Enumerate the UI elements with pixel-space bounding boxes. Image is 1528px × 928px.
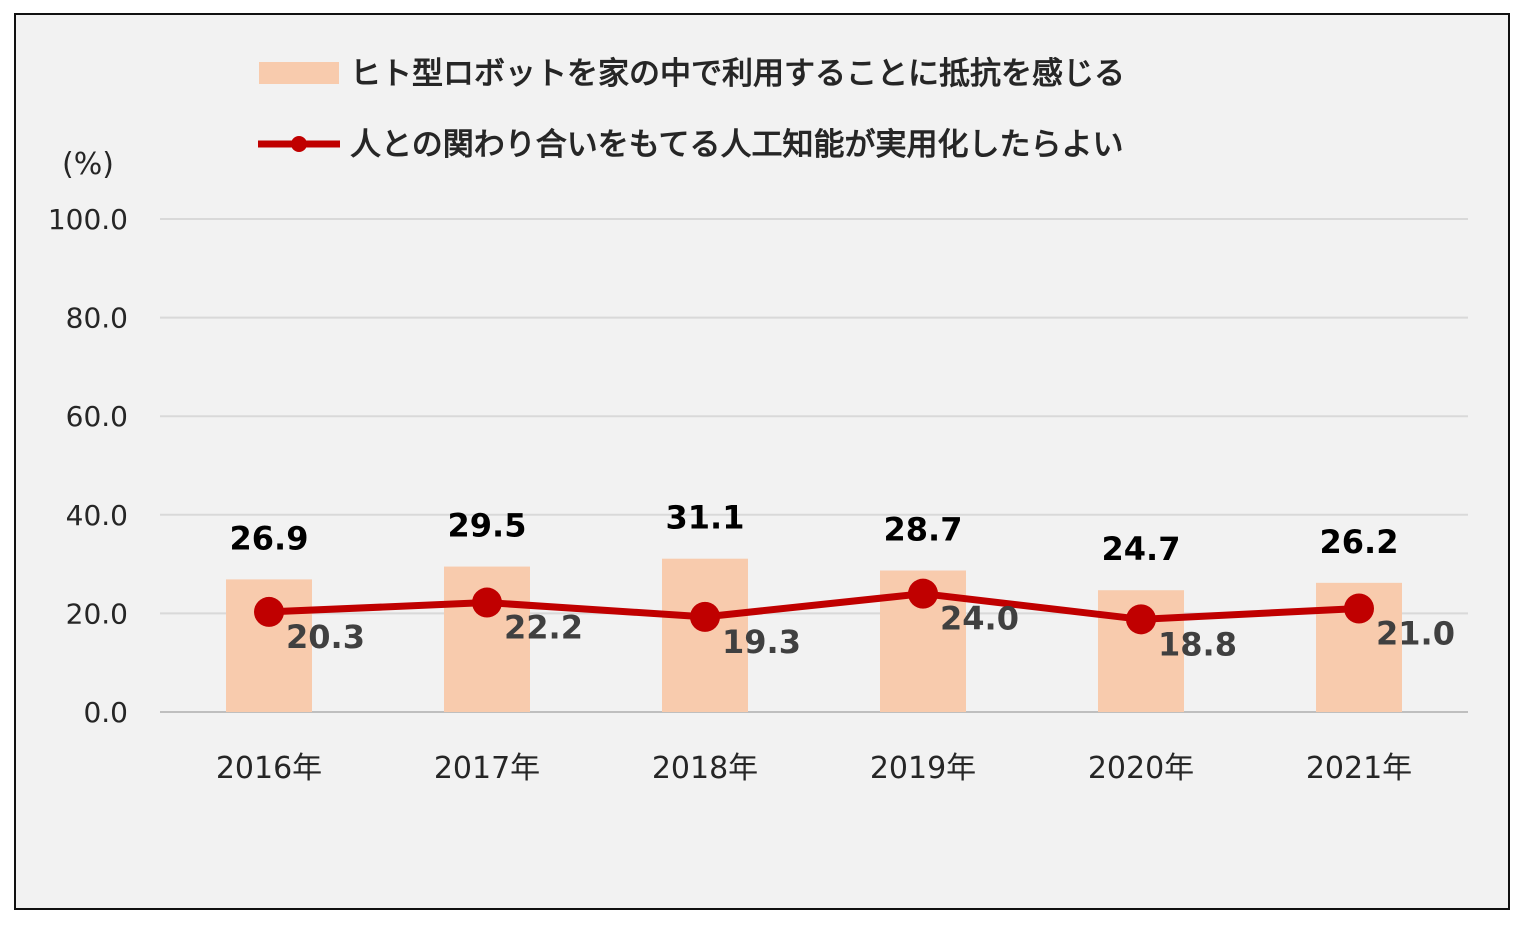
legend: ヒト型ロボットを家の中で利用することに抵抗を感じる 人との関わり合いをもてる人工…	[258, 56, 1125, 163]
gridlines	[160, 218, 1468, 713]
data-labels: 26.9 29.5 31.1 28.7 24.7 26.2 20.3 22.2 19.3 24.0…	[230, 499, 1455, 664]
y-tick-label: 0.0	[83, 696, 128, 729]
line-point	[908, 578, 938, 609]
y-tick-label: 40.0	[66, 499, 128, 532]
x-tick-label: 2018年	[652, 751, 758, 786]
legend-item-bar: ヒト型ロボットを家の中で利用することに抵抗を感じる	[259, 56, 1125, 92]
bar-data-label: 26.9	[230, 519, 309, 557]
x-axis-categories: 2016年 2017年 2018年 2019年 2020年 2021年	[216, 751, 1412, 786]
bar-data-label: 24.7	[1102, 530, 1181, 568]
chart-area	[14, 13, 1510, 910]
legend-line-marker	[291, 136, 307, 152]
y-tick-label: 20.0	[66, 597, 128, 630]
bar-data-label: 28.7	[884, 511, 963, 549]
line-series	[254, 578, 1374, 635]
line-point	[1344, 593, 1374, 624]
x-tick-label: 2016年	[216, 751, 322, 786]
bar-data-label: 26.2	[1320, 523, 1399, 561]
series-line	[265, 590, 1363, 623]
line-data-label: 19.3	[722, 623, 801, 661]
line-point	[690, 601, 720, 632]
line-data-label: 22.2	[504, 609, 583, 647]
legend-bar-label: ヒト型ロボットを家の中で利用することに抵抗を感じる	[350, 56, 1125, 92]
y-tick-label: 60.0	[66, 400, 128, 433]
y-axis-ticks: 0.0 20.0 40.0 60.0 80.0 100.0	[48, 203, 128, 729]
x-tick-label: 2017年	[434, 751, 540, 786]
legend-line-label: 人との関わり合いをもてる人工知能が実用化したらよい	[350, 127, 1123, 163]
line-data-label: 20.3	[286, 618, 365, 656]
legend-item-line: 人との関わり合いをもてる人工知能が実用化したらよい	[258, 127, 1123, 163]
y-axis-unit-label: (%)	[62, 147, 114, 182]
y-tick-label: 80.0	[66, 302, 128, 335]
bar-data-label: 29.5	[448, 507, 527, 545]
x-tick-label: 2021年	[1306, 751, 1412, 786]
bar	[662, 558, 748, 712]
x-tick-label: 2020年	[1088, 751, 1194, 786]
line-data-label: 18.8	[1158, 625, 1237, 663]
line-point	[1126, 604, 1156, 635]
line-data-label: 21.0	[1376, 614, 1455, 652]
line-point	[472, 587, 502, 618]
x-tick-label: 2019年	[870, 751, 976, 786]
bar-data-label: 31.1	[666, 499, 745, 537]
line-data-label: 24.0	[940, 600, 1019, 638]
line-point	[254, 596, 284, 627]
legend-bar-swatch	[259, 62, 339, 84]
y-tick-label: 100.0	[48, 203, 128, 236]
